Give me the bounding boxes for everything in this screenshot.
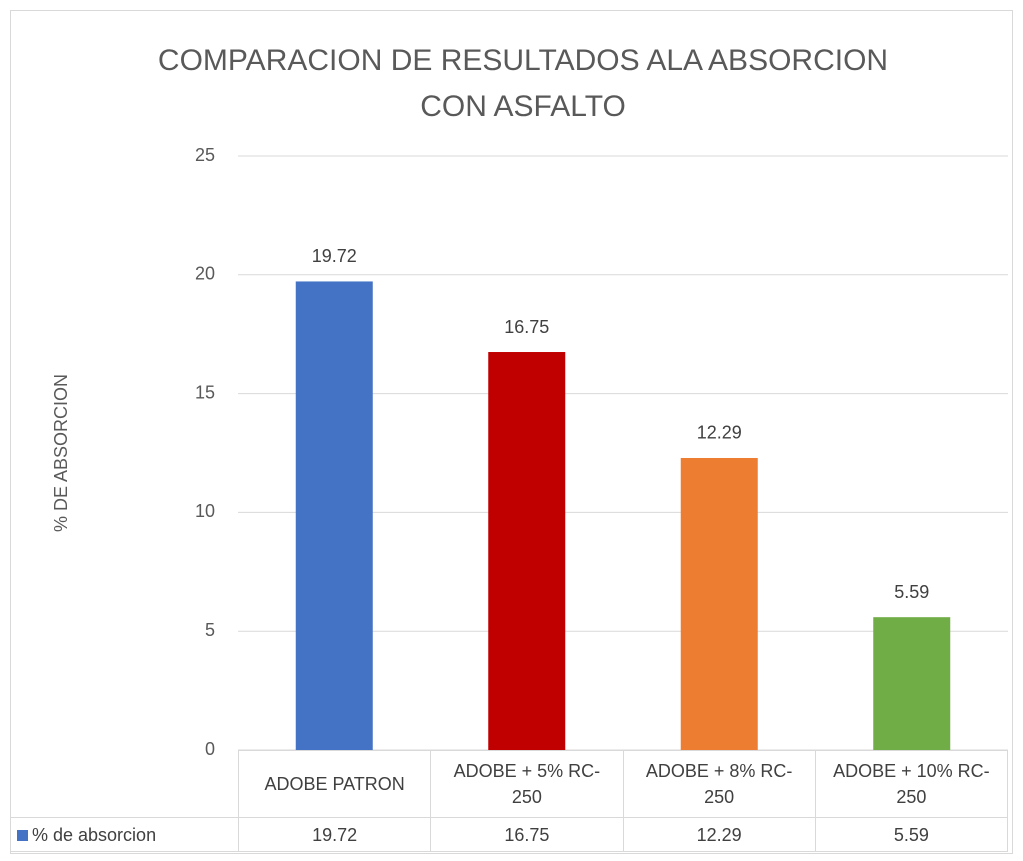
- y-tick-label: 20: [195, 264, 215, 284]
- y-axis-label: % DE ABSORCION: [51, 374, 71, 532]
- table-value: 5.59: [814, 817, 1009, 852]
- chart-border: [10, 10, 1013, 854]
- blank-cell: [10, 750, 239, 818]
- category-label: ADOBE PATRON: [237, 750, 432, 818]
- data-label: 16.75: [504, 317, 549, 337]
- bar: [680, 457, 758, 750]
- table-value: 12.29: [622, 817, 816, 852]
- table-value: 19.72: [237, 817, 432, 852]
- value-row: % de absorcion 19.72 16.75 12.29 5.59: [10, 817, 1009, 852]
- y-tick-label: 5: [205, 620, 215, 640]
- header-row: ADOBE PATRON ADOBE + 5% RC-250 ADOBE + 8% …: [10, 750, 1009, 818]
- bar: [295, 281, 373, 750]
- legend-label: % de absorcion: [32, 824, 157, 845]
- y-tick-label: 25: [195, 145, 215, 165]
- legend-key: [17, 829, 28, 841]
- data-label: 5.59: [894, 582, 929, 602]
- data-label: 19.72: [312, 246, 357, 266]
- y-tick-label: 15: [195, 382, 215, 402]
- category-label: ADOBE + 5% RC-250: [430, 750, 624, 818]
- y-tick-label: 10: [195, 501, 215, 521]
- chart-title: COMPARACION DE RESULTADOS ALA ABSORCION …: [157, 44, 889, 123]
- data-label: 12.29: [697, 423, 742, 443]
- data-table: ADOBE PATRON ADOBE + 5% RC-250 ADOBE + 8% …: [10, 750, 1009, 852]
- category-label: ADOBE + 8% RC-250: [622, 750, 816, 818]
- legend-cell: % de absorcion: [10, 817, 239, 852]
- y-tick-label: 0: [205, 739, 215, 759]
- bar: [873, 617, 951, 750]
- table-value: 16.75: [430, 817, 624, 852]
- bar: [488, 352, 566, 750]
- category-label: ADOBE + 10% RC-250: [814, 750, 1009, 818]
